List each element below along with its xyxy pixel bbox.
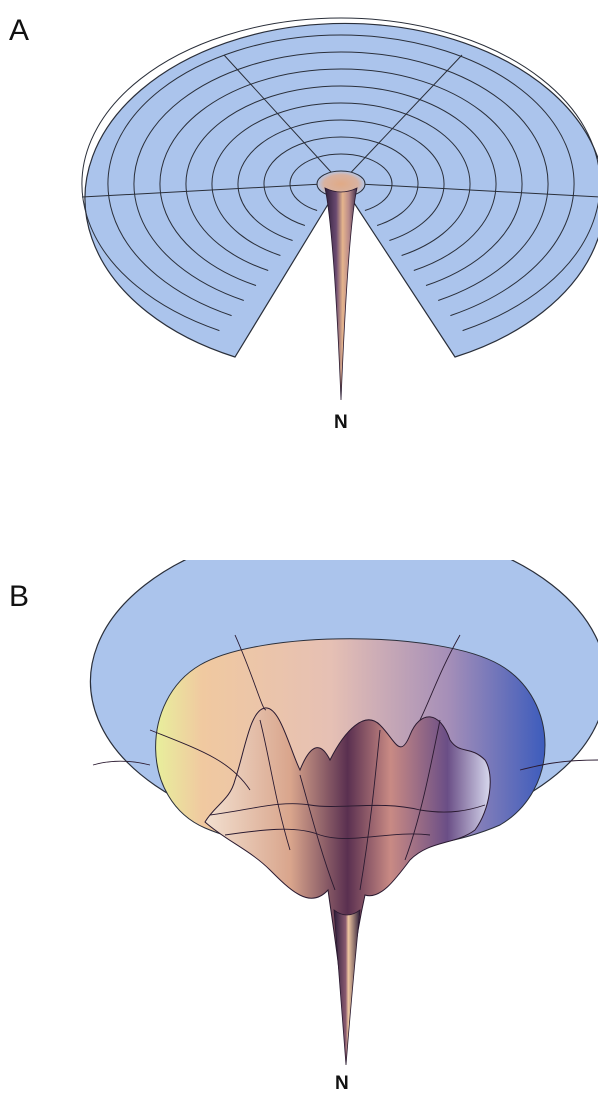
panel-label-a: A (9, 14, 30, 47)
contour-ring (159, 68, 523, 286)
contour-rings (81, 17, 598, 332)
rugged-peaks (204, 707, 491, 1051)
rugged-funnel-landscape (89, 560, 598, 1066)
contour-ring (237, 119, 445, 241)
smooth-funnel-landscape (81, 17, 598, 401)
contour-ring (211, 102, 471, 256)
panel-label-b: B (9, 580, 30, 613)
contour-ring (289, 153, 393, 211)
contour-ring (133, 51, 549, 301)
rugged-mesh-lines (92, 634, 598, 891)
contour-ring (263, 136, 419, 226)
native-state-label-a: N (334, 412, 348, 433)
native-state-label-b: N (335, 1073, 349, 1094)
landscape-surface (84, 22, 598, 358)
funnel-spike (324, 187, 358, 401)
contour-ring (107, 34, 575, 317)
funnel-spike (333, 909, 361, 1066)
contour-ring (81, 17, 598, 332)
radial-mesh-lines (81, 54, 598, 198)
contour-ring (185, 85, 497, 271)
